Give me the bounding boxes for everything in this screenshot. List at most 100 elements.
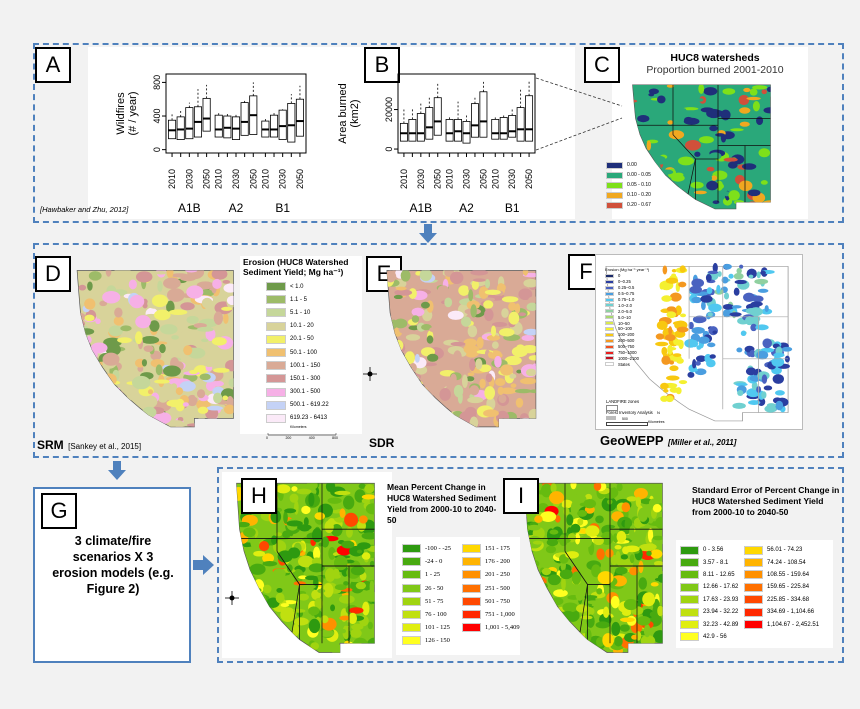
legend-item: 1000–2100 bbox=[605, 355, 639, 361]
map-patch bbox=[635, 123, 651, 132]
panel-label-b: B bbox=[364, 47, 400, 83]
map-patch bbox=[666, 306, 677, 312]
map-patch bbox=[457, 390, 463, 404]
map-patch bbox=[403, 417, 409, 426]
map-patch bbox=[391, 378, 398, 385]
map-patch bbox=[500, 364, 514, 376]
map-patch bbox=[465, 376, 475, 382]
map-patch bbox=[703, 87, 718, 96]
legend-label: 0–0.25 bbox=[618, 279, 631, 285]
map-patch bbox=[102, 290, 121, 304]
y-axis-label-unit: (km2) bbox=[349, 99, 361, 127]
scale-bar-d bbox=[267, 433, 337, 436]
legend-label: 751 - 1,000 bbox=[485, 611, 515, 619]
map-patch bbox=[343, 581, 349, 586]
map-patch bbox=[85, 414, 99, 422]
map-patch bbox=[722, 304, 734, 310]
map-patch bbox=[198, 413, 205, 425]
map-patch bbox=[361, 498, 371, 504]
legend-label: 1,001 - 5,409 bbox=[485, 624, 520, 632]
map-patch bbox=[721, 276, 729, 284]
map-patch bbox=[282, 530, 291, 539]
legend-d: < 1.0 1.1 - 5 5.1 - 10 10.1 - 20 20.1 - 50 50… bbox=[266, 280, 329, 425]
map-patch bbox=[527, 524, 541, 531]
map-patch bbox=[706, 108, 722, 119]
map-patch bbox=[283, 646, 292, 653]
map-patch bbox=[674, 186, 684, 191]
map-patch bbox=[343, 495, 355, 510]
map-patch bbox=[296, 488, 312, 495]
map-patch bbox=[425, 403, 431, 414]
middle-panel-frame bbox=[33, 243, 844, 458]
map-patch bbox=[657, 95, 666, 104]
map-patch bbox=[449, 271, 464, 285]
map-patch bbox=[707, 342, 716, 348]
legend-swatch bbox=[462, 596, 481, 606]
map-patch bbox=[403, 382, 413, 387]
legend-swatch bbox=[266, 400, 286, 410]
map-patch bbox=[690, 368, 699, 372]
map-patch bbox=[175, 398, 185, 412]
map-patch bbox=[673, 172, 684, 177]
map-patch bbox=[88, 271, 102, 281]
legend-swatch bbox=[744, 620, 763, 630]
map-patch bbox=[341, 628, 346, 634]
y-tick-label: 800 bbox=[152, 75, 162, 90]
legend-item: 2.0–5.0 bbox=[605, 308, 639, 314]
legend-swatch bbox=[266, 334, 286, 344]
map-patch bbox=[698, 136, 714, 144]
map-patch bbox=[652, 535, 663, 541]
legend-swatch bbox=[606, 201, 623, 209]
x-tick-label: 2050 bbox=[524, 169, 534, 189]
map-patch bbox=[78, 334, 92, 345]
map-patch bbox=[469, 416, 479, 427]
legend-label: 150.1 - 300 bbox=[290, 375, 321, 382]
legend-item: 56.01 - 74.23 bbox=[744, 544, 834, 556]
map-patch bbox=[515, 397, 524, 408]
map-patch bbox=[280, 607, 296, 622]
map-patch bbox=[702, 155, 710, 167]
map-patch bbox=[524, 621, 529, 626]
map-patch bbox=[253, 638, 267, 648]
map-patch bbox=[317, 588, 326, 594]
map-patch bbox=[518, 312, 527, 317]
map-patch bbox=[299, 526, 310, 532]
map-patch bbox=[655, 333, 665, 340]
map-patch bbox=[304, 584, 316, 589]
map-patch bbox=[242, 634, 251, 640]
map-patch bbox=[355, 581, 367, 590]
map-patch bbox=[534, 576, 547, 587]
legend-swatch bbox=[606, 181, 623, 189]
legend-label: 42.9 - 56 bbox=[703, 633, 727, 640]
bottom-panel-frame bbox=[217, 467, 844, 663]
map-patch bbox=[311, 528, 323, 543]
map-patch bbox=[267, 611, 276, 624]
map-patch bbox=[313, 546, 321, 561]
map-patch bbox=[339, 508, 346, 518]
map-patch bbox=[395, 359, 404, 364]
map-patch bbox=[351, 623, 364, 631]
map-patch bbox=[650, 549, 663, 559]
map-patch bbox=[545, 545, 557, 554]
map-patch bbox=[206, 405, 223, 411]
box bbox=[176, 116, 185, 140]
legend-swatch bbox=[605, 279, 614, 284]
legend-label: 0.00 - 0.05 bbox=[627, 172, 651, 178]
map-patch bbox=[593, 483, 602, 491]
map-patch bbox=[530, 600, 542, 609]
box bbox=[516, 107, 525, 142]
legend-swatch bbox=[266, 308, 286, 318]
map-patch bbox=[621, 502, 631, 513]
map-patch bbox=[77, 397, 92, 406]
map-patch bbox=[362, 601, 370, 616]
map-patch bbox=[722, 197, 733, 206]
map-patch bbox=[655, 341, 669, 347]
map-patch bbox=[386, 270, 397, 283]
map-patch bbox=[475, 358, 483, 370]
legend-label: -24 - 0 bbox=[425, 558, 443, 566]
map-patch bbox=[406, 282, 418, 288]
map-patch bbox=[405, 374, 420, 384]
legend-item: 100.1 - 150 bbox=[266, 359, 329, 372]
legend-label: 500.1 - 619.22 bbox=[290, 402, 329, 409]
map-patch bbox=[636, 615, 651, 626]
